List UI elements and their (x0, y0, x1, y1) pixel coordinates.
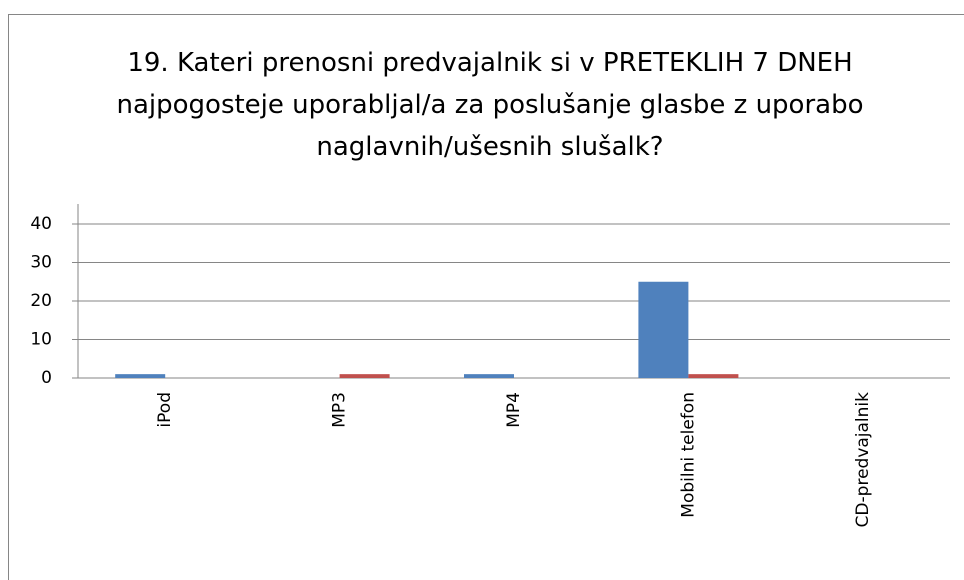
y-tick-label: 30 (30, 253, 52, 273)
x-tick-label: Mobilni telefon (678, 392, 698, 518)
bar (688, 374, 739, 378)
bar (638, 281, 689, 378)
x-tick-label: iPod (155, 392, 175, 428)
bar (464, 374, 514, 378)
y-tick-label: 10 (30, 330, 52, 350)
x-tick-label: MP4 (504, 392, 524, 428)
y-tick-label: 0 (41, 368, 52, 388)
y-tick-label: 20 (30, 291, 52, 311)
chart-title: 19. Kateri prenosni predvajalnik si v PR… (116, 48, 864, 162)
y-tick-label: 40 (30, 214, 52, 234)
x-tick-label: MP3 (330, 392, 350, 428)
bar (115, 374, 166, 378)
chart-frame (8, 14, 964, 580)
x-tick-label: CD-predvajalnik (853, 392, 873, 528)
bar (339, 374, 390, 378)
